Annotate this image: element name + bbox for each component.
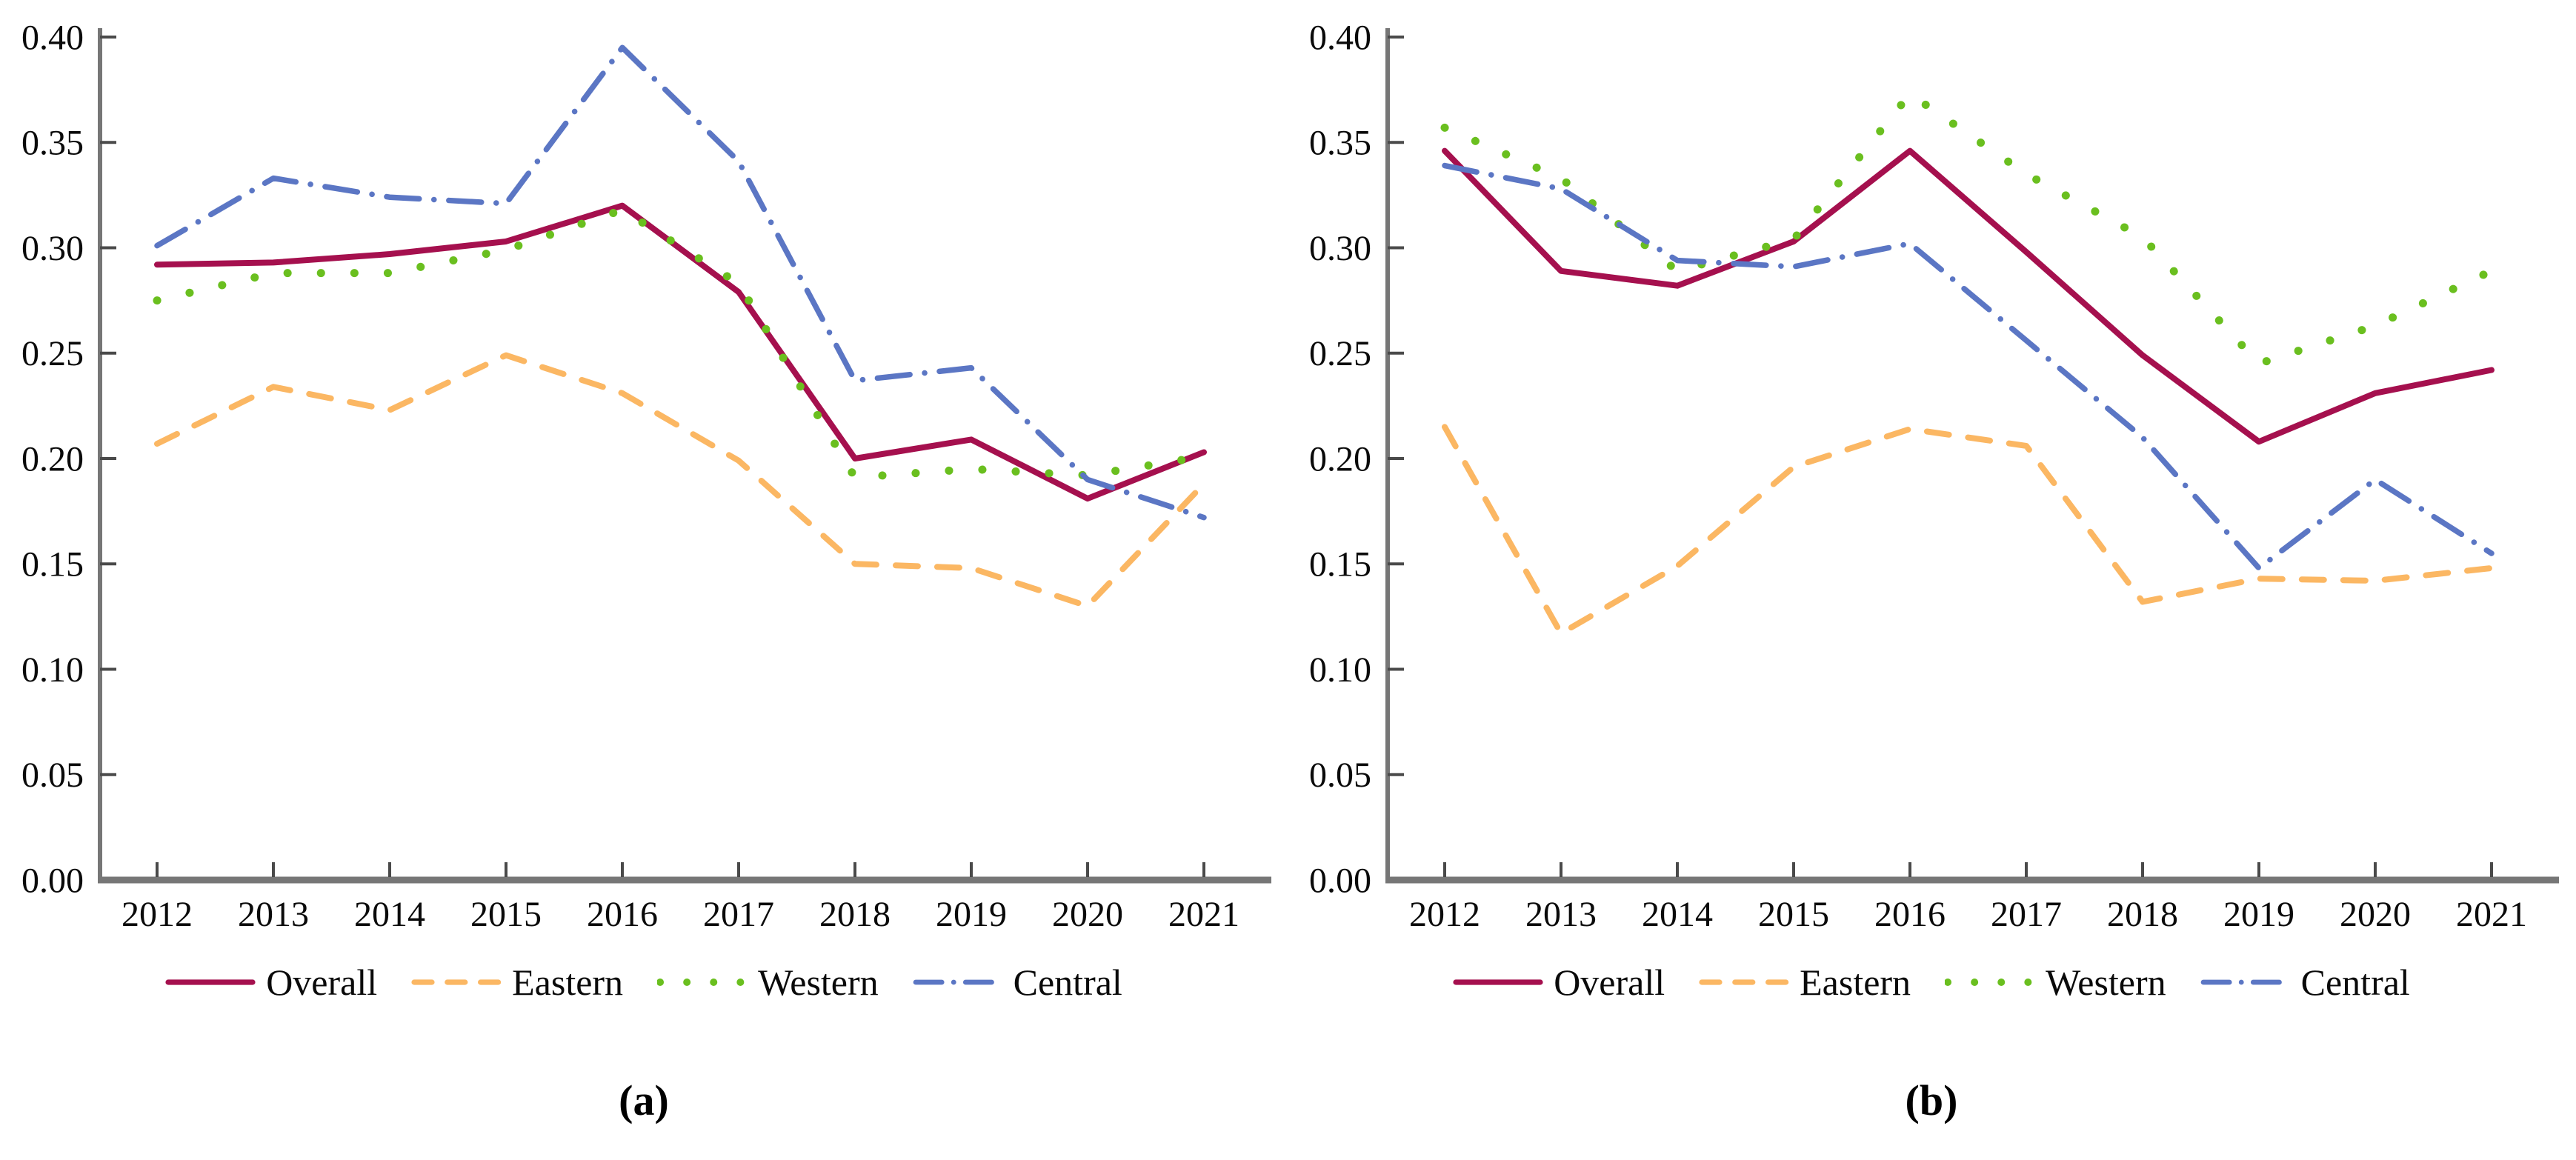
legend-item-overall: Overall	[1453, 964, 1665, 1001]
series-overall-line	[1442, 147, 2495, 445]
legend-label-central: Central	[1013, 961, 1122, 1003]
legend-label-eastern: Eastern	[1800, 961, 1911, 1003]
series-eastern-line	[1442, 424, 2495, 637]
y-tick-label: 0.35	[1309, 124, 1371, 163]
legend-label-western: Western	[758, 961, 879, 1003]
legend-item-western: Western	[1945, 964, 2166, 1001]
x-tick-label: 2014	[1642, 895, 1713, 934]
y-tick-label: 0.15	[21, 545, 84, 584]
y-tick-label: 0.20	[1309, 439, 1371, 479]
legend-overall-line-sample-icon	[1453, 979, 1543, 985]
x-tick-label: 2019	[936, 895, 1007, 934]
legend-central-line-sample-icon	[2200, 979, 2291, 985]
panel-b: 0.00 0.05 0.10 0.15 0.20 0.25 0.30 0.35 0.40 2012…	[1288, 0, 2575, 1160]
x-tick-label: 2015	[1758, 895, 1829, 934]
chart-b-legend: Overall Eastern Western Central	[1453, 951, 2410, 1013]
legend-label-eastern: Eastern	[512, 961, 624, 1003]
legend-item-overall: Overall	[165, 964, 377, 1001]
chart-b-caption: (b)	[1905, 1076, 1958, 1124]
chart-a-caption: (a)	[619, 1076, 669, 1124]
x-tick-label: 2012	[1409, 895, 1480, 934]
legend-eastern-line-sample-icon	[411, 979, 502, 985]
legend-central-line-sample-icon	[913, 979, 1003, 985]
y-tick-label: 0.40	[21, 18, 84, 57]
legend-item-central: Central	[913, 964, 1122, 1001]
legend-western-line-sample-icon	[657, 979, 748, 986]
y-tick-label: 0.35	[21, 124, 84, 163]
series-central-line	[154, 44, 1207, 521]
x-tick-label: 2015	[470, 895, 542, 934]
y-tick-label: 0.25	[21, 334, 84, 373]
panel-a: 0.00 0.05 0.10 0.15 0.20 0.25 0.30 0.35 0.40 2012…	[21, 18, 1271, 1124]
y-tick-label: 0.05	[21, 756, 84, 795]
series-central-line	[1442, 162, 2495, 571]
x-tick-label: 2021	[2456, 895, 2527, 934]
x-tick-label: 2016	[1874, 895, 1946, 934]
y-tick-label: 0.20	[21, 439, 84, 479]
y-tick-label: 0.30	[1309, 229, 1371, 268]
series-western-line	[1440, 90, 2496, 368]
x-tick-label: 2013	[238, 895, 309, 934]
y-tick-label: 0.25	[1309, 334, 1371, 373]
y-tick-label: 0.05	[1309, 756, 1371, 795]
x-tick-label: 2016	[587, 895, 658, 934]
y-tick-label: 0.15	[1309, 545, 1371, 584]
y-tick-label: 0.10	[21, 650, 84, 690]
y-tick-label: 0.40	[1309, 18, 1371, 57]
legend-overall-line-sample-icon	[165, 979, 256, 985]
x-tick-label: 2014	[354, 895, 425, 934]
x-tick-label: 2017	[1991, 895, 2062, 934]
x-tick-label: 2018	[819, 895, 891, 934]
series-eastern-line	[154, 352, 1207, 610]
legend-label-overall: Overall	[266, 961, 378, 1003]
y-tick-label: 0.30	[21, 229, 84, 268]
x-tick-label: 2019	[2223, 895, 2294, 934]
x-tick-label: 2017	[703, 895, 774, 934]
x-tick-label: 2021	[1168, 895, 1239, 934]
chart-b-plot-area: 0.00 0.05 0.10 0.15 0.20 0.25 0.30 0.35 0.40 2012…	[1309, 18, 2559, 934]
x-tick-label: 2012	[122, 895, 193, 934]
legend-label-central: Central	[2300, 961, 2410, 1003]
x-tick-label: 2013	[1525, 895, 1597, 934]
y-tick-label: 0.00	[1309, 861, 1371, 900]
legend-label-overall: Overall	[1554, 961, 1665, 1003]
legend-label-western: Western	[2046, 961, 2166, 1003]
legend-item-central: Central	[2200, 964, 2410, 1001]
x-tick-label: 2018	[2107, 895, 2178, 934]
x-tick-label: 2020	[2340, 895, 2411, 934]
y-tick-label: 0.00	[21, 861, 84, 900]
legend-item-eastern: Eastern	[1699, 964, 1911, 1001]
y-tick-label: 0.10	[1309, 650, 1371, 690]
chart-a-legend: Overall Eastern Western Central	[165, 951, 1122, 1013]
legend-western-line-sample-icon	[1945, 979, 2036, 986]
x-tick-label: 2020	[1052, 895, 1123, 934]
legend-item-eastern: Eastern	[411, 964, 623, 1001]
legend-eastern-line-sample-icon	[1699, 979, 1789, 985]
series-overall-line	[154, 202, 1207, 502]
chart-a-plot-area: 0.00 0.05 0.10 0.15 0.20 0.25 0.30 0.35 0.40 2012…	[21, 18, 1271, 934]
legend-item-western: Western	[657, 964, 879, 1001]
